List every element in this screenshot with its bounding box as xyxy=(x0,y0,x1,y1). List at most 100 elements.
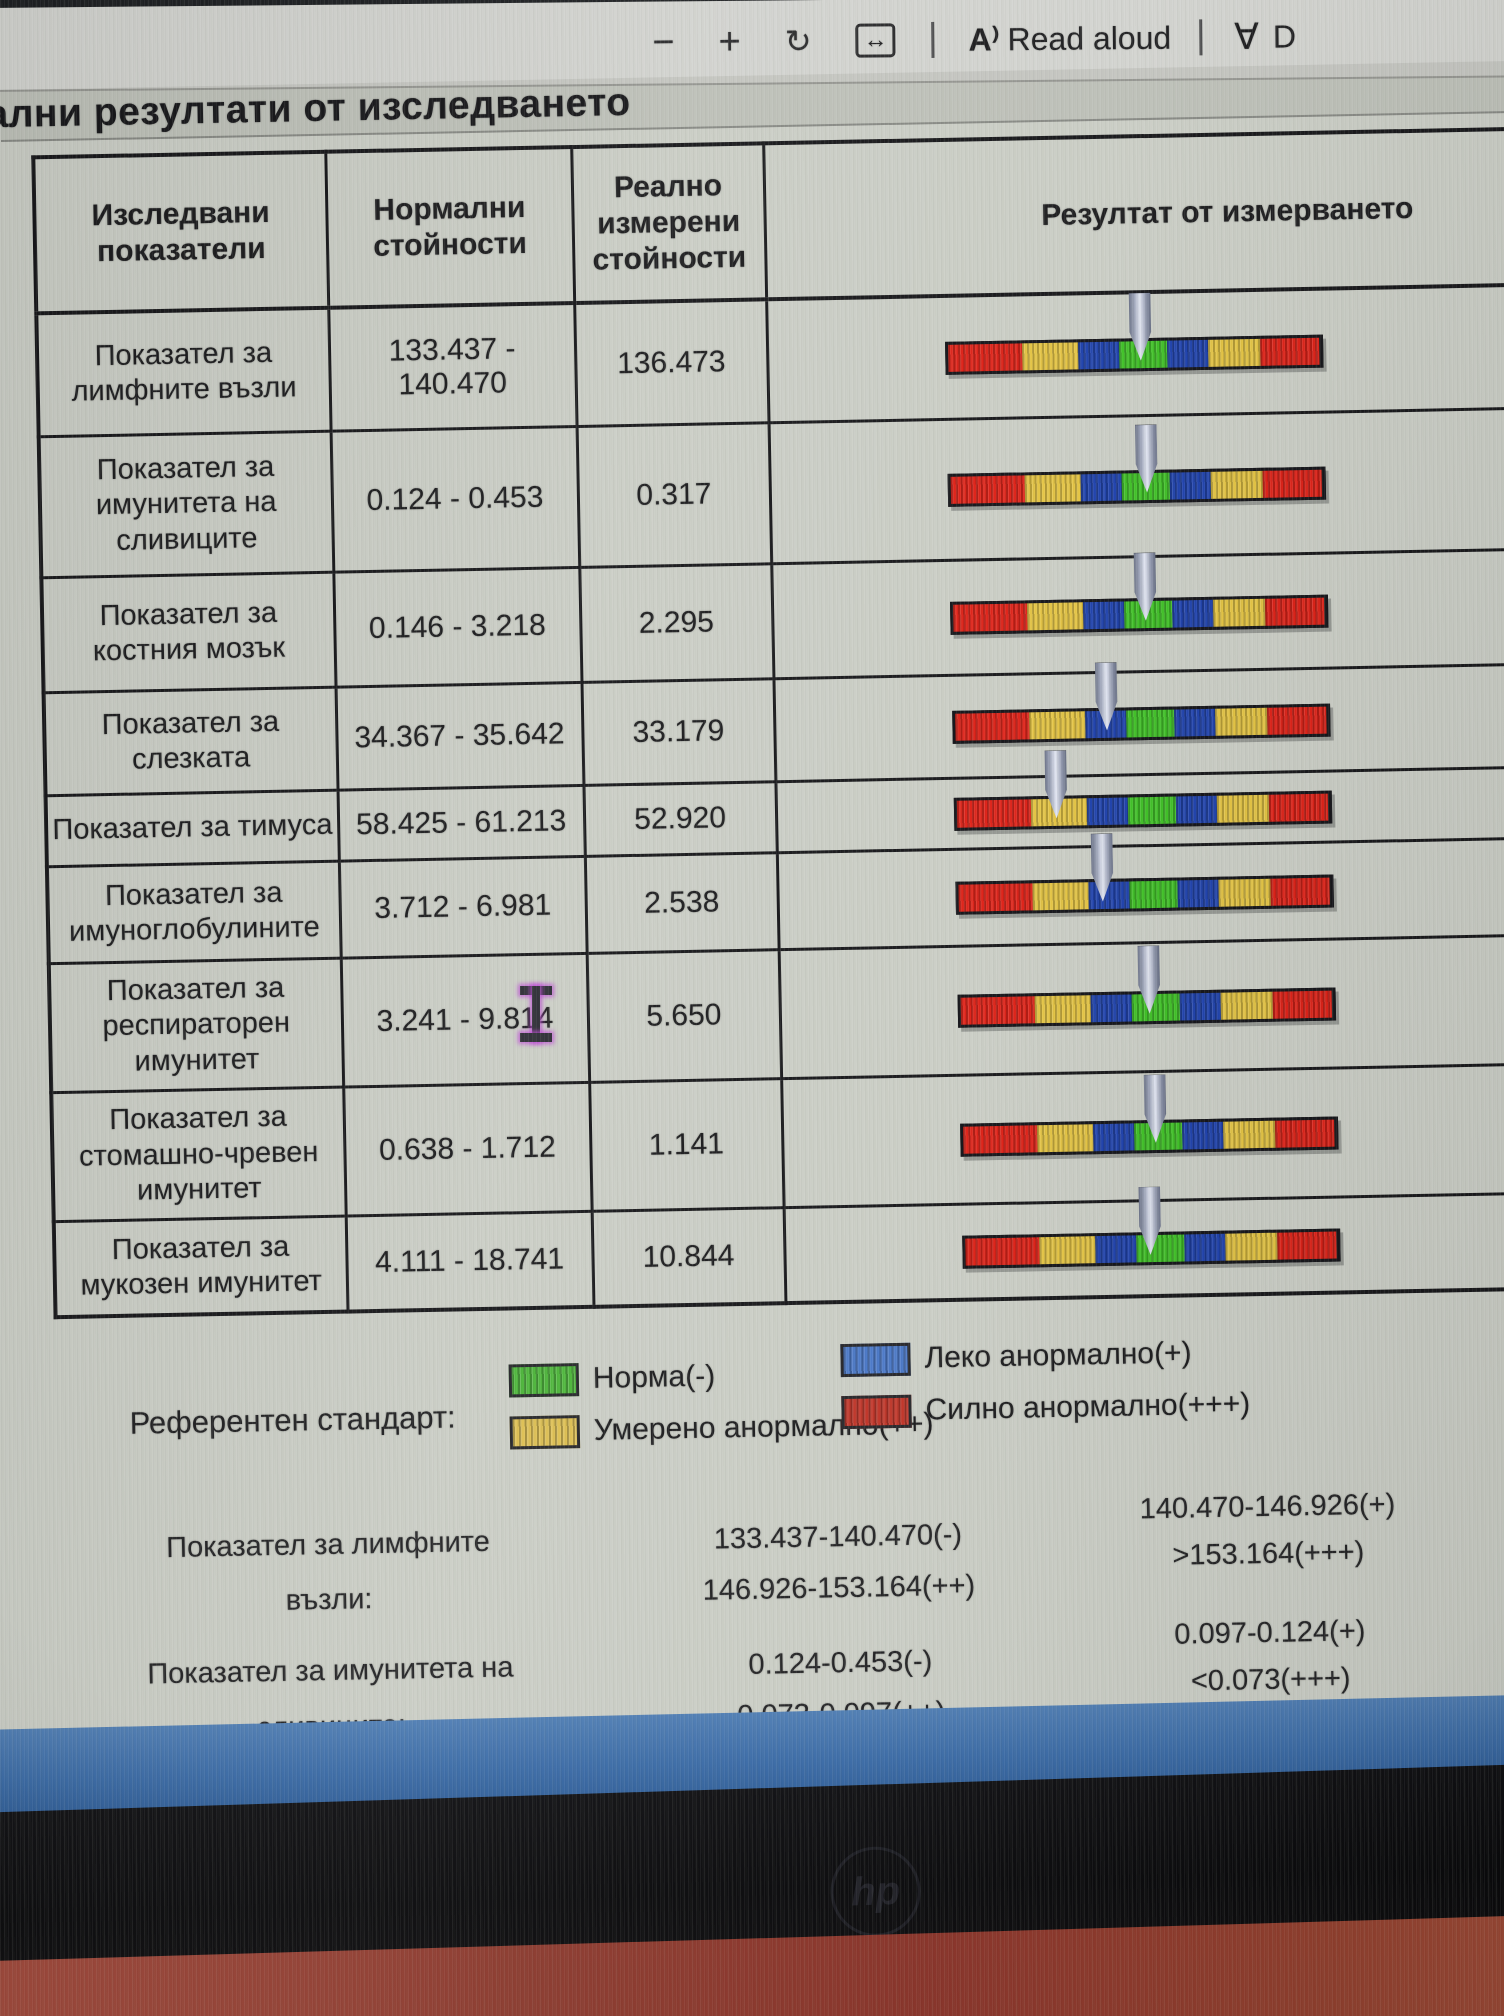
table-column-header: Резултат от измерването xyxy=(763,125,1504,300)
measured-value: 10.844 xyxy=(591,1207,786,1308)
bar-segment-red xyxy=(1268,793,1329,822)
zoom-in-icon[interactable]: + xyxy=(718,20,741,64)
rotate-icon[interactable]: ↻ xyxy=(784,23,812,60)
measured-value: 52.920 xyxy=(583,781,777,857)
draw-pen-icon[interactable]: ∀ xyxy=(1234,15,1260,58)
normal-range-value: 0.146 - 3.218 xyxy=(333,567,582,688)
normal-range-value: 0.124 - 0.453 xyxy=(330,426,580,573)
reference-standard-heading: Референтен стандарт: xyxy=(129,1399,457,1442)
results-table: Изследвани показатели Нормални стойности… xyxy=(31,123,1504,1320)
bar-segment-green xyxy=(1131,993,1181,1022)
bar-segment-yellow xyxy=(1036,1123,1094,1152)
result-scale-bar xyxy=(951,703,1331,744)
bar-segment-yellow xyxy=(1220,991,1273,1020)
bar-segment-yellow xyxy=(1212,598,1266,627)
legend-item-label: Силно анормално(+++) xyxy=(925,1387,1251,1427)
pdf-document-page: ални резултати от изследването Изследван… xyxy=(0,57,1504,1848)
zoom-out-icon[interactable]: − xyxy=(652,21,675,64)
measured-value: 1.141 xyxy=(589,1078,784,1212)
bar-segment-blue xyxy=(1094,1235,1137,1263)
measured-value: 0.317 xyxy=(576,422,772,568)
bar-segment-blue xyxy=(1090,994,1132,1022)
read-aloud-button[interactable]: Read aloud xyxy=(1007,19,1172,57)
toolbar-spacer xyxy=(0,43,630,49)
measured-value: 2.295 xyxy=(579,563,774,683)
bar-segment-green xyxy=(1135,1234,1185,1263)
normal-range-value: 4.111 - 18.741 xyxy=(345,1211,594,1312)
bar-segment-green xyxy=(1125,709,1175,737)
result-cell xyxy=(771,546,1504,679)
legend-item: Леко анормално(+) xyxy=(840,1327,1250,1387)
bar-segment-yellow xyxy=(1214,707,1268,736)
legend-item-label: Леко анормално(+) xyxy=(924,1336,1192,1375)
indicator-name: Показател за респираторен имунитет xyxy=(48,958,344,1093)
result-cell xyxy=(781,1061,1504,1208)
read-aloud-icon[interactable]: A⁾ xyxy=(968,21,1000,58)
bar-segment-blue xyxy=(1166,339,1209,368)
legend-color-swatch xyxy=(508,1362,580,1398)
result-scale-bar xyxy=(953,790,1332,831)
bar-segment-green xyxy=(1128,880,1178,908)
bar-segment-blue xyxy=(1171,599,1214,628)
reference-indicator-name: Показател за лимфните възли: xyxy=(165,1526,491,1618)
result-cell xyxy=(776,835,1504,950)
bar-segment-red xyxy=(1264,597,1325,626)
draw-button-label-partial[interactable]: D xyxy=(1272,17,1297,55)
bar-segment-red xyxy=(952,602,1028,632)
bar-segment-yellow xyxy=(1034,994,1091,1023)
bar-segment-blue xyxy=(1082,601,1125,629)
bar-segment-blue xyxy=(1174,708,1216,737)
result-scale-bar xyxy=(959,1116,1339,1157)
result-cell xyxy=(773,660,1504,782)
result-cell xyxy=(766,281,1504,423)
reference-normal-ranges: 133.437-140.470(-) 146.926-153.164(++) xyxy=(702,1519,976,1607)
table-column-header: Изследвани показатели xyxy=(33,151,329,314)
normal-range-value: 133.437 - 140.470 xyxy=(328,303,577,432)
bar-segment-blue xyxy=(1092,1123,1135,1151)
result-scale-bar xyxy=(949,594,1329,635)
toolbar-separator xyxy=(931,21,935,58)
toolbar-separator xyxy=(1199,19,1203,56)
bar-segment-red xyxy=(950,474,1025,504)
text-ibeam-cursor xyxy=(520,986,552,1042)
bar-segment-red xyxy=(964,1237,1040,1266)
indicator-name: Показател за мукозен имунитет xyxy=(53,1216,348,1318)
measured-value: 33.179 xyxy=(581,678,776,786)
bar-segment-red xyxy=(1267,706,1328,735)
bar-segment-red xyxy=(1277,1231,1338,1260)
fit-to-width-icon[interactable]: ↔ xyxy=(855,23,896,58)
bar-segment-red xyxy=(1270,877,1331,906)
bar-segment-yellow xyxy=(1026,601,1084,630)
bar-segment-blue xyxy=(1177,879,1219,908)
page-title: ални резултати от изследването xyxy=(0,80,632,137)
legend-color-swatch xyxy=(509,1414,581,1450)
bar-segment-blue xyxy=(1179,992,1221,1021)
legend-item: Силно анормално(+++) xyxy=(841,1378,1251,1438)
legend-color-swatch xyxy=(840,1342,911,1377)
result-scale-bar xyxy=(961,1228,1341,1269)
result-cell xyxy=(778,931,1504,1079)
bar-segment-red xyxy=(947,342,1023,372)
indicator-name: Показател за лимфните възли xyxy=(36,307,331,437)
result-scale-bar xyxy=(944,334,1324,375)
bar-segment-yellow xyxy=(1216,794,1270,823)
bar-segment-red xyxy=(962,1124,1038,1154)
bar-segment-blue xyxy=(1169,471,1211,500)
normal-range-value: 34.367 - 35.642 xyxy=(335,682,584,791)
legend-color-swatch xyxy=(841,1394,912,1429)
bar-segment-yellow xyxy=(1225,1232,1278,1261)
bar-segment-blue xyxy=(1181,1121,1224,1150)
indicator-name: Показател за тимуса xyxy=(45,790,339,867)
table-column-header: Нормални стойности xyxy=(325,147,575,308)
bar-segment-red xyxy=(1272,990,1333,1019)
indicator-name: Показател за костния мозък xyxy=(41,572,336,693)
bar-segment-blue xyxy=(1077,341,1120,369)
normal-range-value: 3.712 - 6.981 xyxy=(338,856,587,959)
bar-segment-yellow xyxy=(1207,338,1261,367)
indicator-name: Показател за имуноглобулините xyxy=(46,861,341,964)
bar-segment-yellow xyxy=(1039,1235,1096,1265)
normal-range-value: 0.638 - 1.712 xyxy=(343,1082,592,1217)
bar-segment-yellow xyxy=(1024,473,1081,502)
result-scale-bar xyxy=(947,466,1326,507)
